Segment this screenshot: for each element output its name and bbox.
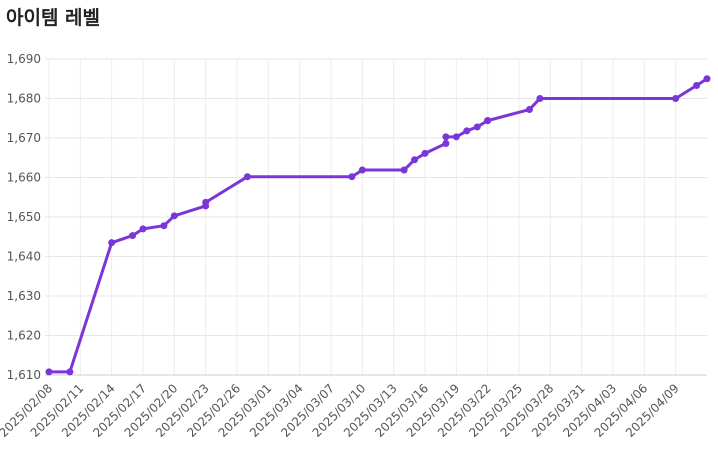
point [463, 127, 471, 135]
y-tick-label: 1,650 [7, 210, 41, 224]
y-tick-label: 1,640 [7, 250, 41, 264]
point [452, 133, 460, 141]
point [202, 198, 210, 206]
point [442, 133, 450, 141]
point [693, 81, 701, 89]
point [536, 95, 544, 102]
y-tick-label: 1,690 [7, 52, 41, 66]
point [129, 232, 137, 240]
chart-title: 아이템 레벨 [6, 7, 100, 29]
line [49, 77, 708, 374]
point [45, 368, 53, 376]
y-tick-label: 1,610 [7, 368, 41, 382]
point [672, 95, 680, 102]
point [442, 140, 450, 148]
point [473, 123, 481, 131]
point [66, 368, 74, 376]
y-tick-label: 1,620 [7, 329, 41, 343]
y-tick-label: 1,630 [7, 289, 41, 303]
point [358, 166, 366, 174]
point [108, 239, 116, 247]
point [525, 106, 533, 114]
point [411, 156, 419, 164]
point [139, 225, 147, 233]
point [484, 117, 492, 125]
point [400, 166, 408, 174]
point [160, 222, 168, 230]
point [170, 212, 178, 220]
y-tick-label: 1,670 [7, 131, 41, 145]
point [421, 149, 429, 157]
point [703, 75, 711, 83]
point [243, 173, 251, 181]
y-tick-label: 1,680 [7, 92, 41, 106]
point [348, 173, 356, 181]
y-tick-label: 1,660 [7, 171, 41, 185]
